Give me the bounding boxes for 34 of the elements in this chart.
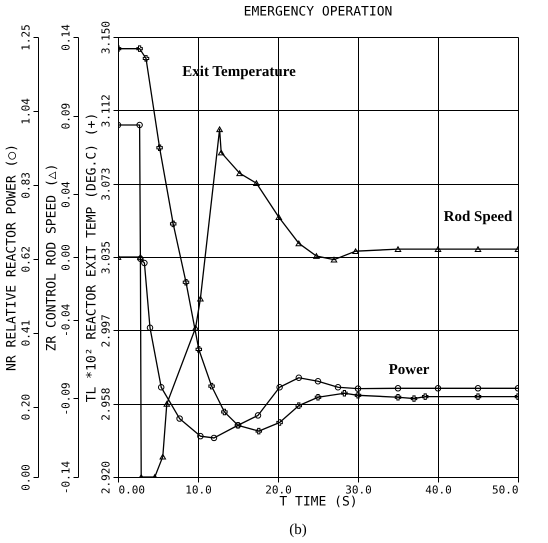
- x-tick-label: 30.0: [345, 484, 372, 496]
- y-tick-label: 0.62: [20, 246, 32, 273]
- x-tick-label: 0.00: [118, 484, 145, 496]
- text: (b): [289, 522, 307, 538]
- y2-axis-title: ZR CONTROL ROD SPEED (△): [44, 164, 60, 352]
- y3-tick-label: 3.073: [100, 168, 112, 201]
- y3-axis-title: TL *10² REACTOR EXIT TEMP (DEG.C) (+): [84, 112, 100, 402]
- y3-tick-label: 3.150: [100, 20, 112, 54]
- y-tick-label: 0.83: [20, 172, 32, 199]
- y3-tick-label: 3.112: [100, 94, 112, 128]
- x-tick-label: 20.0: [265, 484, 292, 496]
- y3-tick-label: 2.920: [100, 460, 112, 494]
- y-tick-label: 0.41: [20, 320, 32, 346]
- y-tick-label: 0.20: [20, 394, 32, 420]
- x-tick-label: 10.0: [185, 484, 212, 496]
- y3-tick-label: 2.997: [100, 314, 112, 348]
- y3-tick-label: 2.958: [100, 388, 112, 421]
- y2-tick-label: 0.04: [60, 181, 72, 208]
- x-tick-label: 40.0: [425, 484, 452, 496]
- y2-tick-label: 0.09: [60, 102, 72, 130]
- y3-tick-label: 3.035: [100, 240, 112, 274]
- x-axis-title: T TIME (S): [279, 494, 358, 510]
- y2-tick-label: 0.00: [60, 244, 72, 271]
- y2-tick-label: 0.14: [60, 24, 72, 51]
- series-label: Power: [388, 362, 430, 378]
- y2-tick-label: -0.04: [60, 303, 72, 337]
- y-axis-title: NR RELATIVE REACTOR POWER (○): [4, 144, 20, 371]
- y-tick-label: 1.04: [20, 98, 32, 125]
- chart-title: EMERGENCY OPERATION: [244, 4, 392, 20]
- series-label: Rod Speed: [444, 209, 514, 225]
- y2-tick-label: -0.09: [60, 382, 72, 416]
- y2-tick-label: -0.14: [60, 460, 72, 494]
- y-tick-label: 1.25: [20, 24, 32, 51]
- x-tick-label: 50.0: [492, 484, 518, 496]
